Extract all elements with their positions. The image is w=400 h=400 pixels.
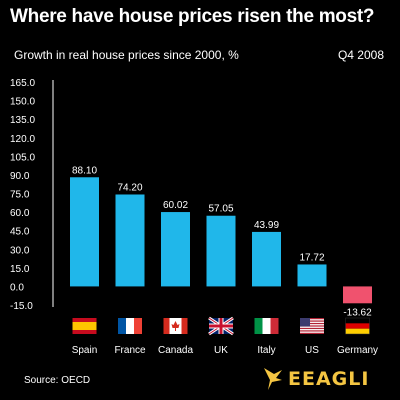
y-tick-label: 0.0 bbox=[10, 282, 24, 293]
y-tick-label: 165.0 bbox=[10, 78, 35, 89]
bar bbox=[297, 264, 327, 287]
germany-flag bbox=[345, 317, 370, 335]
y-tick-label: 120.0 bbox=[10, 134, 35, 145]
brand-name: EEAGLI bbox=[288, 368, 370, 390]
period-label: Q4 2008 bbox=[337, 48, 384, 62]
data-label: 88.10 bbox=[72, 165, 97, 176]
y-tick-label: 15.0 bbox=[10, 264, 30, 275]
y-tick-label: 105.0 bbox=[10, 152, 35, 163]
spain-flag bbox=[72, 318, 97, 334]
y-tick-label: 75.0 bbox=[10, 190, 30, 201]
y-tick-label: -15.0 bbox=[10, 301, 33, 312]
category-label: France bbox=[114, 345, 146, 356]
data-label: 74.20 bbox=[117, 182, 142, 193]
chart-subtitle: Growth in real house prices since 2000, … bbox=[14, 48, 239, 62]
bar bbox=[115, 194, 145, 287]
eagle-icon bbox=[264, 368, 282, 390]
bar bbox=[206, 215, 236, 287]
category-label: US bbox=[305, 345, 319, 356]
y-tick-label: 150.0 bbox=[10, 97, 35, 108]
y-tick-label: 135.0 bbox=[10, 115, 35, 126]
bar bbox=[343, 286, 372, 304]
y-tick-label: 30.0 bbox=[10, 245, 30, 256]
data-label: 60.02 bbox=[163, 200, 188, 211]
data-label: 17.72 bbox=[299, 252, 324, 263]
bar bbox=[161, 212, 190, 287]
data-label: -13.62 bbox=[343, 307, 372, 318]
chart-title: Where have house prices risen the most? bbox=[10, 6, 375, 27]
canada-flag bbox=[163, 318, 188, 334]
source-note: Source: OECD bbox=[24, 375, 91, 386]
category-label: Italy bbox=[257, 345, 275, 356]
category-label: UK bbox=[214, 345, 228, 356]
y-tick-label: 45.0 bbox=[10, 227, 30, 238]
y-tick-label: 60.0 bbox=[10, 208, 30, 219]
category-label: Canada bbox=[158, 345, 193, 356]
us-flag bbox=[300, 318, 324, 334]
uk-flag bbox=[208, 316, 234, 336]
data-label: 57.05 bbox=[208, 204, 233, 215]
category-label: Spain bbox=[72, 345, 98, 356]
bar bbox=[70, 177, 99, 287]
italy-flag bbox=[254, 318, 279, 334]
data-label: 43.99 bbox=[254, 220, 279, 231]
france-flag bbox=[118, 318, 142, 334]
y-tick-label: 90.0 bbox=[10, 171, 30, 182]
bar bbox=[252, 231, 281, 287]
brand-logo: EEAGLI bbox=[262, 364, 369, 394]
category-label: Germany bbox=[337, 345, 378, 356]
